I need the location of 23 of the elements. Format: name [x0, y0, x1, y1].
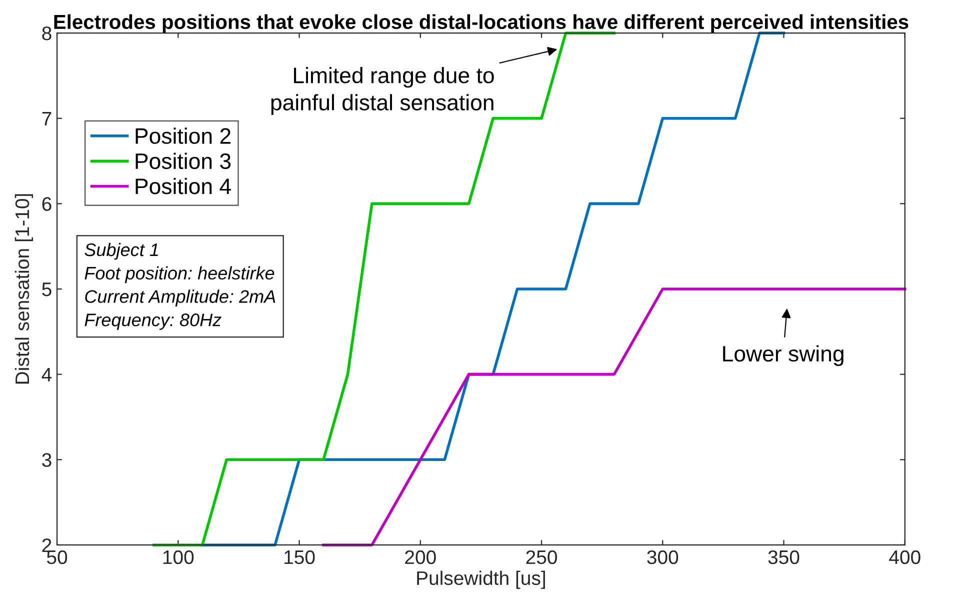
legend-label: Position 3: [136, 152, 231, 170]
x-tick-label: 400: [889, 550, 920, 564]
x-tick-label: 300: [647, 550, 678, 564]
annotation: Lower swing: [723, 345, 844, 366]
x-tick-label: 250: [526, 550, 557, 564]
x-axis-title: Pulsewidth [us]: [417, 570, 545, 589]
y-tick-label: 4: [42, 368, 52, 382]
y-tick-label: 7: [42, 112, 52, 126]
legend-label: Position 2: [136, 128, 230, 144]
y-tick-label: 8: [42, 26, 52, 40]
annotation: Subject 1 Foot position: heelstirke Current Amplitude: 2mA Frequency: 80Hz: [84, 242, 276, 330]
annotation: Limited range due to painful distal sensation: [271, 66, 494, 115]
x-tick-label: 100: [163, 550, 194, 564]
y-tick-label: 5: [42, 282, 52, 296]
y-tick-label: 3: [42, 453, 52, 467]
y-axis-title: Distal sensation [1-10]: [14, 194, 34, 384]
x-tick-label: 350: [768, 550, 800, 564]
x-tick-label: 150: [284, 550, 315, 564]
legend-label: Position 4: [136, 178, 231, 194]
x-tick-label: 200: [405, 550, 436, 564]
y-tick-label: 6: [42, 197, 52, 211]
chart-title: Electrodes positions that evoke close distal-locations have different perceived intensities: [54, 14, 908, 34]
x-tick-label: 50: [46, 550, 68, 564]
